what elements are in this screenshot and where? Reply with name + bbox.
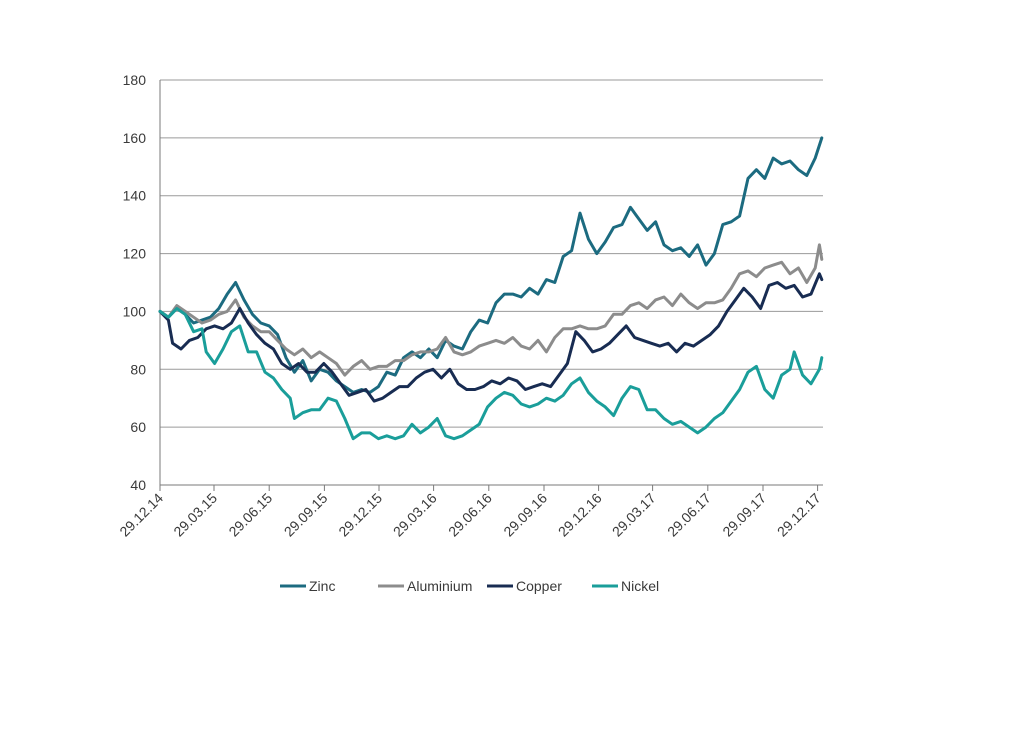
legend-label-copper: Copper bbox=[516, 578, 562, 594]
y-tick-label: 160 bbox=[123, 130, 147, 146]
x-tick-label: 29.09.17 bbox=[719, 490, 769, 540]
y-axis-tick-labels: 40 60 80 100 120 140 160 180 bbox=[123, 72, 147, 493]
gridlines bbox=[160, 79, 823, 486]
series-line-zinc bbox=[158, 136, 824, 394]
y-tick-label: 40 bbox=[130, 477, 146, 493]
series-line-copper bbox=[158, 272, 824, 403]
x-tick-label: 29.03.15 bbox=[170, 490, 220, 540]
x-tick-label: 29.12.14 bbox=[116, 490, 166, 540]
legend-label-zinc: Zinc bbox=[309, 578, 335, 594]
y-tick-label: 120 bbox=[123, 246, 147, 262]
x-tick-label: 29.03.17 bbox=[609, 490, 659, 540]
series-line-nickel bbox=[158, 307, 824, 441]
x-tick-label: 29.09.15 bbox=[281, 490, 331, 540]
x-tick-label: 29.03.16 bbox=[390, 490, 440, 540]
x-tick-label: 29.12.15 bbox=[335, 490, 385, 540]
y-tick-label: 180 bbox=[123, 72, 147, 88]
x-tick-label: 29.12.17 bbox=[774, 490, 824, 540]
x-tick-label: 29.12.16 bbox=[555, 490, 605, 540]
legend-label-nickel: Nickel bbox=[621, 578, 659, 594]
x-tick-label: 29.06.17 bbox=[664, 490, 714, 540]
y-tick-label: 100 bbox=[123, 303, 147, 319]
legend: Zinc Aluminium Copper Nickel bbox=[280, 578, 659, 594]
series-line-aluminium bbox=[158, 243, 824, 377]
legend-label-aluminium: Aluminium bbox=[407, 578, 472, 594]
axes bbox=[159, 80, 823, 491]
y-tick-label: 60 bbox=[130, 419, 146, 435]
x-tick-label: 29.09.16 bbox=[500, 490, 550, 540]
y-tick-label: 140 bbox=[123, 188, 147, 204]
x-tick-label: 29.06.15 bbox=[225, 490, 275, 540]
x-tick-label: 29.06.16 bbox=[445, 490, 495, 540]
series-lines bbox=[158, 136, 824, 441]
y-tick-label: 80 bbox=[130, 361, 146, 377]
x-axis-tick-labels: 29.12.14 29.03.15 29.06.15 29.09.15 29.12.15… bbox=[116, 490, 824, 540]
